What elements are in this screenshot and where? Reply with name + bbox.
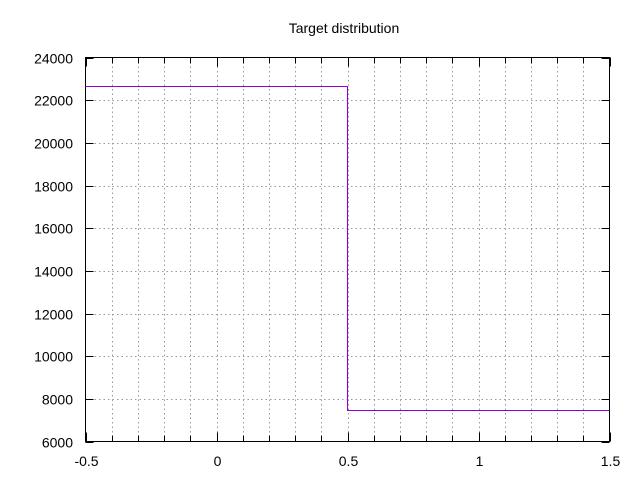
series — [85, 86, 610, 411]
y-tick-label: 24000 — [34, 51, 73, 67]
y-tick-label: 22000 — [34, 93, 73, 109]
x-tick-label: 1 — [476, 453, 484, 469]
plot-frame — [85, 57, 610, 442]
y-tick-label: 14000 — [34, 264, 73, 280]
y-tick-label: 8000 — [42, 392, 73, 408]
axis-ticks — [85, 57, 611, 443]
y-tick-label: 12000 — [34, 307, 73, 323]
x-tick-label: 1.5 — [601, 453, 621, 469]
y-tick-label: 20000 — [34, 136, 73, 152]
x-tick-label: 0 — [214, 453, 222, 469]
y-tick-label: 6000 — [42, 435, 73, 451]
x-tick-label: -0.5 — [74, 453, 98, 469]
tick-labels: 6000 8000 10000 12000 14000 16000 18000 20000 22… — [34, 51, 620, 470]
y-tick-label: 16000 — [34, 221, 73, 237]
y-tick-label: 18000 — [34, 179, 73, 195]
series-line — [85, 86, 610, 411]
y-tick-label: 10000 — [34, 349, 73, 365]
x-tick-label: 0.5 — [339, 453, 359, 469]
chart-title: Target distribution — [289, 20, 400, 36]
